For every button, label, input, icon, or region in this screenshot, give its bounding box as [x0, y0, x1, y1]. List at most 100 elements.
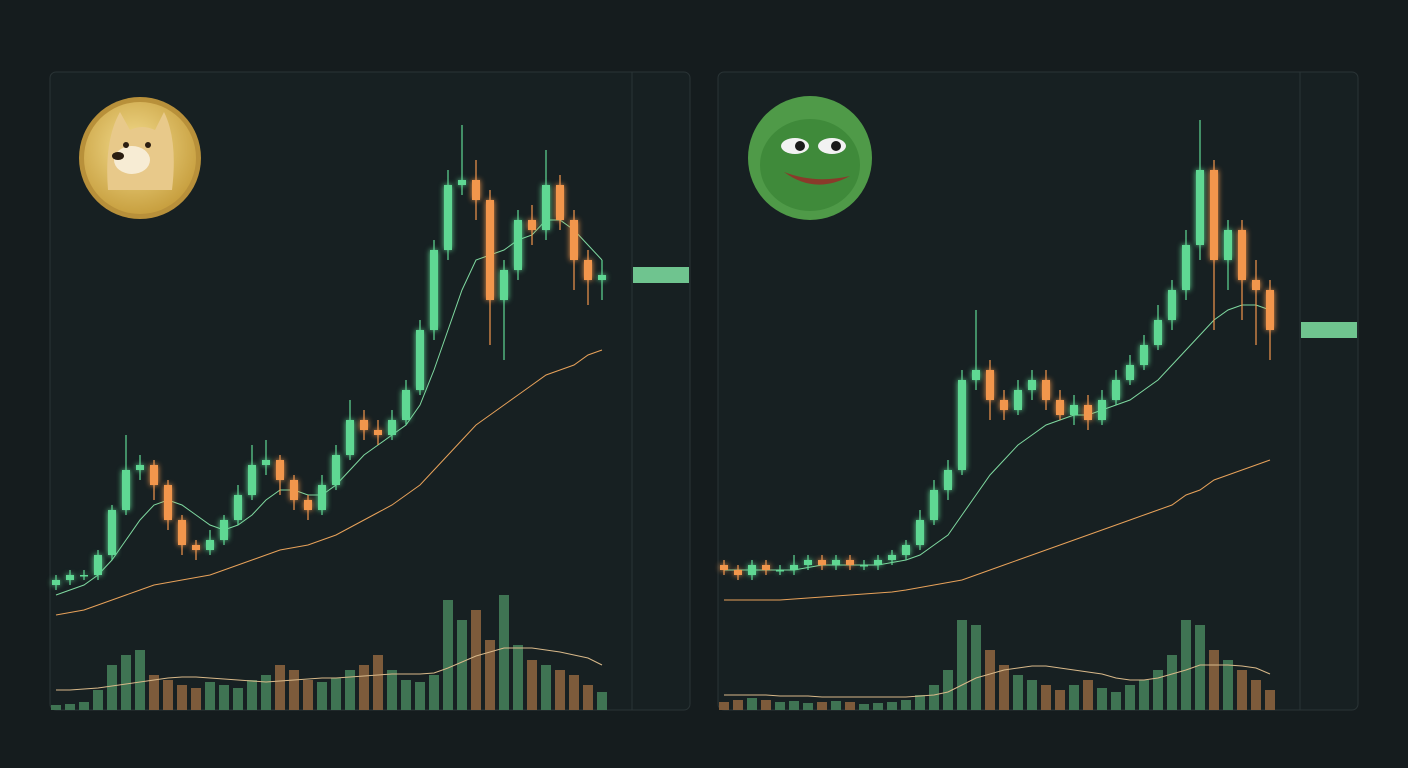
- volume-bar: [999, 665, 1009, 710]
- candle-body: [220, 520, 228, 540]
- volume-bar: [1111, 692, 1121, 710]
- last-price-marker: [1301, 322, 1357, 338]
- volume-bar: [1055, 690, 1065, 710]
- candle-body: [1112, 380, 1120, 400]
- volume-bar: [247, 680, 257, 710]
- candle-body: [80, 575, 88, 577]
- candle-body: [1126, 365, 1134, 380]
- candle-body: [1252, 280, 1260, 290]
- candle-body: [318, 485, 326, 510]
- volume-bar: [499, 595, 509, 710]
- candle-body: [1084, 405, 1092, 420]
- volume-bar: [859, 704, 869, 710]
- candle-body: [916, 520, 924, 545]
- volume-bar: [415, 682, 425, 710]
- candle-body: [1238, 230, 1246, 280]
- candle-body: [734, 570, 742, 575]
- volume-bar: [233, 688, 243, 710]
- candle-body: [748, 565, 756, 575]
- candle-body: [1182, 245, 1190, 290]
- volume-bar: [359, 665, 369, 710]
- volume-bar: [79, 702, 89, 710]
- candle-body: [818, 560, 826, 565]
- moving-average: [55, 219, 603, 596]
- candle-body: [458, 180, 466, 185]
- volume-bar: [93, 690, 103, 710]
- volume-bar: [1265, 690, 1275, 710]
- volume-bar: [873, 703, 883, 710]
- candle-body: [248, 465, 256, 495]
- volume-bar: [107, 665, 117, 710]
- volume-bar: [163, 680, 173, 710]
- volume-bar: [1041, 685, 1051, 710]
- candle-body: [720, 565, 728, 570]
- volume-bar: [943, 670, 953, 710]
- candle-body: [1098, 400, 1106, 420]
- volume-bar: [1083, 680, 1093, 710]
- candle-body: [1266, 290, 1274, 330]
- volume-bar: [205, 682, 215, 710]
- candle-body: [860, 565, 868, 567]
- volume-bar: [317, 682, 327, 710]
- volume-bar: [831, 701, 841, 710]
- moving-average: [724, 304, 1271, 571]
- candle-body: [290, 480, 298, 500]
- moving-average: [724, 459, 1271, 601]
- volume-bar: [915, 695, 925, 710]
- candle-body: [1224, 230, 1232, 260]
- volume-bar: [569, 675, 579, 710]
- candle-body: [986, 370, 994, 400]
- volume-bar: [373, 655, 383, 710]
- candle-body: [846, 560, 854, 565]
- volume-bar: [887, 702, 897, 710]
- volume-bar: [65, 704, 75, 710]
- volume-line: [724, 664, 1271, 698]
- volume-bar: [401, 680, 411, 710]
- doge-logo: [79, 97, 201, 219]
- candle-body: [930, 490, 938, 520]
- volume-bar: [443, 600, 453, 710]
- candle-body: [374, 430, 382, 435]
- candle-body: [108, 510, 116, 555]
- volume-bar: [1195, 625, 1205, 710]
- last-price-marker: [633, 267, 689, 283]
- candle-body: [206, 540, 214, 550]
- candle-body: [1014, 390, 1022, 410]
- volume-bar: [1209, 650, 1219, 710]
- volume-bar: [747, 698, 757, 710]
- moving-average: [55, 349, 603, 616]
- candle-body: [94, 555, 102, 575]
- pepe-logo: [748, 96, 872, 220]
- volume-bar: [289, 670, 299, 710]
- candle-body: [762, 565, 770, 570]
- candle-body: [598, 275, 606, 280]
- volume-bar: [471, 610, 481, 710]
- candle-body: [584, 260, 592, 280]
- candle-body: [804, 560, 812, 565]
- candle-body: [360, 420, 368, 430]
- candle-body: [902, 545, 910, 555]
- volume-bar: [121, 655, 131, 710]
- volume-bar: [901, 700, 911, 710]
- candle-body: [500, 270, 508, 300]
- candle-body: [178, 520, 186, 545]
- candle-body: [1154, 320, 1162, 345]
- candle-body: [486, 200, 494, 300]
- candle-body: [972, 370, 980, 380]
- candle-body: [192, 545, 200, 550]
- candle-body: [136, 465, 144, 470]
- volume-bar: [191, 688, 201, 710]
- candle-body: [388, 420, 396, 435]
- volume-bar: [817, 702, 827, 710]
- candle-body: [262, 460, 270, 465]
- candle-body: [122, 470, 130, 510]
- volume-bar: [275, 665, 285, 710]
- candle-body: [402, 390, 410, 420]
- volume-bar: [51, 705, 61, 710]
- candle-body: [164, 485, 172, 520]
- candle-body: [416, 330, 424, 390]
- volume-bar: [1139, 680, 1149, 710]
- volume-bar: [387, 670, 397, 710]
